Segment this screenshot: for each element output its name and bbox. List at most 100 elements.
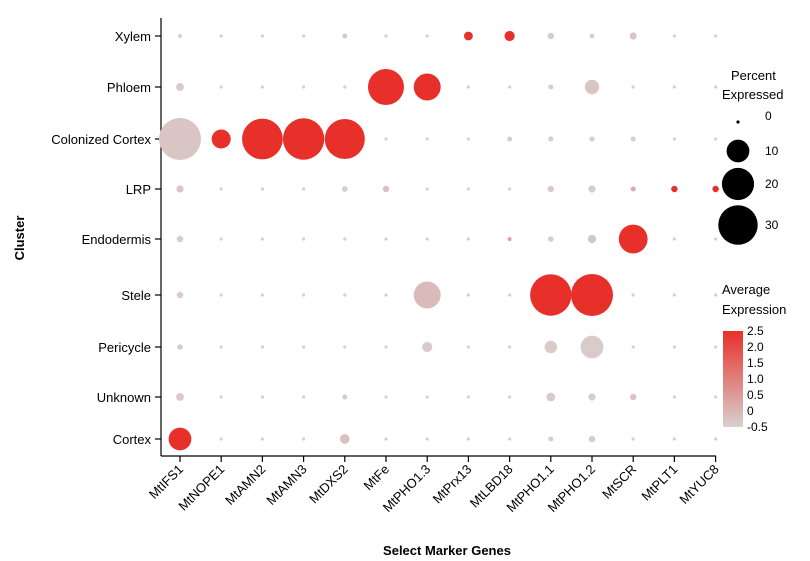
size-legend-items: 0 10 20 30 xyxy=(718,109,779,245)
dot-stele-mtscr xyxy=(631,293,635,297)
dot-xylem-mtlbd18 xyxy=(504,30,515,42)
dot-unknown-mtscr xyxy=(629,393,637,401)
dot-cortex-mtpho1-3 xyxy=(425,437,429,441)
dot-stele-mtpho1-2 xyxy=(571,274,613,316)
dot-phloem-mtpho1-3 xyxy=(413,73,441,101)
dot-xylem-mtnope1 xyxy=(219,34,223,38)
dot-xylem-mtscr xyxy=(629,32,637,40)
dot-pericycle-mtamn2 xyxy=(260,345,265,349)
dot-phloem-mtprx13 xyxy=(466,85,471,89)
dot-colonized-cortex-mtpho1-3 xyxy=(425,137,429,141)
dot-endodermis-mtpho1-3 xyxy=(425,237,429,241)
dot-phloem-mtnope1 xyxy=(219,85,223,89)
dot-unknown-mtnope1 xyxy=(219,395,223,399)
size-legend-dot-10 xyxy=(726,139,750,163)
dot-pericycle-mtpho1-1 xyxy=(544,340,558,354)
color-legend-label-6: -0.5 xyxy=(747,420,768,434)
dot-phloem-mtifs1 xyxy=(176,83,184,91)
dot-lrp-mtscr xyxy=(630,186,636,192)
plot-area: Xylem Phloem Colonized Cortex LRP Endodermis… xyxy=(51,18,722,515)
dot-colonized-cortex-mtamn2 xyxy=(242,118,283,160)
y-tick-label-phloem: Phloem xyxy=(107,80,151,95)
dot-xylem-mtyuc8 xyxy=(713,34,718,38)
dot-lrp-mtpho1-2 xyxy=(588,185,596,193)
dot-cortex-mtamn3 xyxy=(301,437,306,441)
dot-stele-mtlbd18 xyxy=(507,293,512,297)
dot-stele-mtfe xyxy=(384,293,388,297)
y-axis-title: Cluster xyxy=(12,216,27,261)
dot-stele-mtpho1-3 xyxy=(413,281,441,309)
dot-phloem-mtdxs2 xyxy=(343,85,347,89)
dot-unknown-mtplt1 xyxy=(672,395,677,399)
dot-cortex-mtamn2 xyxy=(260,437,265,441)
dot-cortex-mtifs1 xyxy=(168,427,192,451)
dot-stele-mtdxs2 xyxy=(343,293,347,297)
dot-pericycle-mtdxs2 xyxy=(343,345,347,349)
size-legend-label-30: 30 xyxy=(765,218,779,232)
dot-lrp-mtprx13 xyxy=(466,187,471,191)
dot-lrp-mtpho1-1 xyxy=(547,185,555,193)
dot-cortex-mtdxs2 xyxy=(339,434,350,444)
dot-unknown-mtdxs2 xyxy=(342,394,348,400)
dot-unknown-mtamn2 xyxy=(260,395,265,399)
size-legend-label-10: 10 xyxy=(765,144,779,158)
dot-stele-mtplt1 xyxy=(672,293,677,297)
dot-pericycle-mtifs1 xyxy=(177,344,183,350)
x-axis-title: Select Marker Genes xyxy=(383,543,511,558)
dots xyxy=(159,30,719,451)
dot-xylem-mtplt1 xyxy=(672,34,677,38)
dot-lrp-mtnope1 xyxy=(219,187,223,191)
size-legend-dot-0 xyxy=(736,120,740,124)
color-legend-title-line-1: Average xyxy=(722,282,770,297)
color-legend: Average Expression 2.5 2.0 1.5 1.0 0.5 0 -0.5 xyxy=(722,282,786,434)
x-tick-label-mtifs1: MtIFS1 xyxy=(146,462,186,502)
dot-unknown-mtpho1-2 xyxy=(588,393,596,401)
y-tick-label-stele: Stele xyxy=(121,288,151,303)
dot-colonized-cortex-mtscr xyxy=(630,136,636,142)
dot-stele-mtprx13 xyxy=(466,293,471,297)
dot-phloem-mtfe xyxy=(367,68,405,106)
dot-phloem-mtlbd18 xyxy=(507,85,512,89)
y-tick-label-colonized-cortex: Colonized Cortex xyxy=(51,132,151,147)
dot-colonized-cortex-mtfe xyxy=(384,137,388,141)
dot-lrp-mtdxs2 xyxy=(342,186,348,192)
color-legend-label-0: 2.5 xyxy=(747,324,764,338)
size-legend: Percent Expressed 0 10 20 30 xyxy=(718,68,783,245)
dot-endodermis-mtifs1 xyxy=(176,235,184,243)
dot-colonized-cortex-mtyuc8 xyxy=(713,137,718,141)
dot-phloem-mtamn3 xyxy=(301,85,306,89)
dot-endodermis-mtpho1-1 xyxy=(548,236,554,242)
x-tick-label-mtamn2: MtAMN2 xyxy=(222,462,268,508)
dot-lrp-mtamn3 xyxy=(301,187,306,191)
dot-phloem-mtpho1-1 xyxy=(548,84,554,90)
dot-unknown-mtpho1-1 xyxy=(546,392,556,402)
dot-endodermis-mtprx13 xyxy=(466,237,471,241)
y-tick-label-xylem: Xylem xyxy=(115,29,151,44)
color-legend-label-1: 2.0 xyxy=(747,340,764,354)
dot-stele-mtyuc8 xyxy=(713,293,718,297)
dot-xylem-mtamn3 xyxy=(301,34,306,38)
x-tick-label-mtdxs2: MtDXS2 xyxy=(306,462,351,507)
y-tick-label-unknown: Unknown xyxy=(97,390,151,405)
dot-cortex-mtpho1-2 xyxy=(588,435,596,443)
dot-xylem-mtifs1 xyxy=(178,34,182,38)
dot-xylem-mtfe xyxy=(384,34,388,38)
dot-phloem-mtplt1 xyxy=(672,85,677,89)
color-legend-label-2: 1.5 xyxy=(747,356,764,370)
dot-lrp-mtyuc8 xyxy=(712,185,719,193)
color-gradient-bar xyxy=(723,331,743,427)
dot-endodermis-mtfe xyxy=(384,237,388,241)
dot-lrp-mtlbd18 xyxy=(507,187,512,191)
dot-xylem-mtdxs2 xyxy=(342,33,348,39)
dot-unknown-mtfe xyxy=(384,395,388,399)
dot-unknown-mtprx13 xyxy=(466,395,471,399)
dot-endodermis-mtscr xyxy=(618,224,648,254)
dot-endodermis-mtamn3 xyxy=(301,237,306,241)
y-tick-label-pericycle: Pericycle xyxy=(98,340,151,355)
dot-cortex-mtnope1 xyxy=(219,437,223,441)
dot-unknown-mtyuc8 xyxy=(713,395,718,399)
y-tick-label-endodermis: Endodermis xyxy=(82,232,152,247)
dot-unknown-mtamn3 xyxy=(301,395,306,399)
dot-stele-mtamn3 xyxy=(301,293,306,297)
dot-lrp-mtplt1 xyxy=(671,185,678,193)
